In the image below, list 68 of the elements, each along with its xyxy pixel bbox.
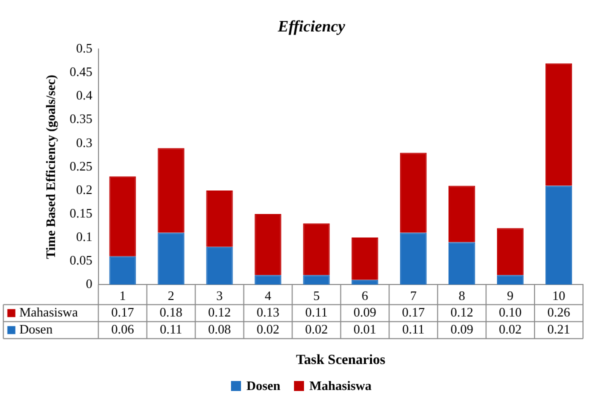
bar: [109, 256, 136, 285]
y-tick-label: 0.3: [76, 134, 92, 150]
bar: [400, 152, 427, 233]
data-label: 0.01: [354, 322, 376, 337]
data-label: 0.11: [160, 322, 182, 337]
bar: [158, 232, 184, 285]
legend-label: Dosen: [19, 322, 54, 337]
data-label: 0.02: [498, 322, 522, 337]
y-tick-label: 0.4: [76, 88, 93, 103]
text: Mahasiswa: [309, 378, 372, 393]
x-tick-label: 8: [458, 288, 466, 303]
bar: [352, 238, 378, 280]
y-tick-label: 0.45: [70, 64, 92, 80]
data-label: 0.17: [402, 304, 426, 320]
data-label: 0.09: [450, 322, 474, 337]
bar: [206, 190, 233, 247]
legend-label: Mahasiswa: [19, 304, 78, 320]
bar: [448, 186, 476, 242]
x-axis-title: Task Scenarios: [296, 353, 386, 368]
data-label: 0.09: [354, 304, 376, 320]
data-label: 0.11: [305, 304, 328, 320]
data-label: 0.17: [111, 304, 134, 320]
y-tick-label: 0.2: [76, 182, 92, 197]
bar: [303, 275, 330, 285]
bar: [496, 275, 524, 285]
x-tick-label: 6: [362, 288, 369, 303]
y-tick-label: 0: [86, 276, 92, 292]
y-tick-label: 0.25: [70, 158, 92, 174]
bar: [254, 214, 282, 276]
x-tick-label: 7: [410, 288, 418, 303]
bar: [545, 186, 572, 285]
x-tick-label: 2: [168, 288, 174, 303]
data-label: 0.06: [111, 322, 134, 337]
x-tick-label: 3: [216, 288, 223, 303]
bar: [545, 63, 572, 186]
data-label: 0.02: [305, 322, 328, 337]
y-tick-label: 0.35: [70, 111, 92, 126]
data-label: 0.26: [547, 304, 571, 320]
data-label: 0.11: [402, 322, 425, 337]
y-tick-label: 0.05: [70, 252, 92, 268]
y-tick-label: 0.5: [76, 40, 92, 56]
data-label: 0.18: [160, 304, 182, 320]
bar: [109, 176, 136, 256]
bar: [206, 246, 233, 285]
y-tick-label: 0.15: [70, 205, 92, 220]
bar: [254, 275, 282, 285]
x-tick-label: 9: [507, 288, 514, 303]
bar: [496, 228, 524, 276]
bar: [448, 242, 476, 285]
data-label: 0.21: [547, 322, 570, 337]
text: Dosen: [246, 378, 280, 393]
x-tick-label: 10: [552, 288, 566, 303]
data-label: 0.08: [208, 322, 231, 337]
data-label: 0.02: [256, 322, 280, 337]
chart-title: Efficiency: [276, 18, 346, 36]
y-tick-label: 0.1: [76, 228, 92, 244]
x-tick-label: 1: [119, 288, 126, 303]
bar: [400, 232, 427, 285]
bar: [303, 223, 330, 276]
bar: [158, 148, 184, 233]
y-axis-title: Time Based Efficiency (goals/sec): [43, 74, 58, 260]
x-tick-label: 5: [313, 288, 320, 303]
bar: [352, 280, 378, 285]
data-label: 0.12: [450, 304, 474, 320]
data-label: 0.13: [256, 304, 280, 320]
x-tick-label: 4: [264, 288, 272, 303]
data-label: 0.10: [498, 304, 522, 320]
data-label: 0.12: [208, 304, 231, 320]
